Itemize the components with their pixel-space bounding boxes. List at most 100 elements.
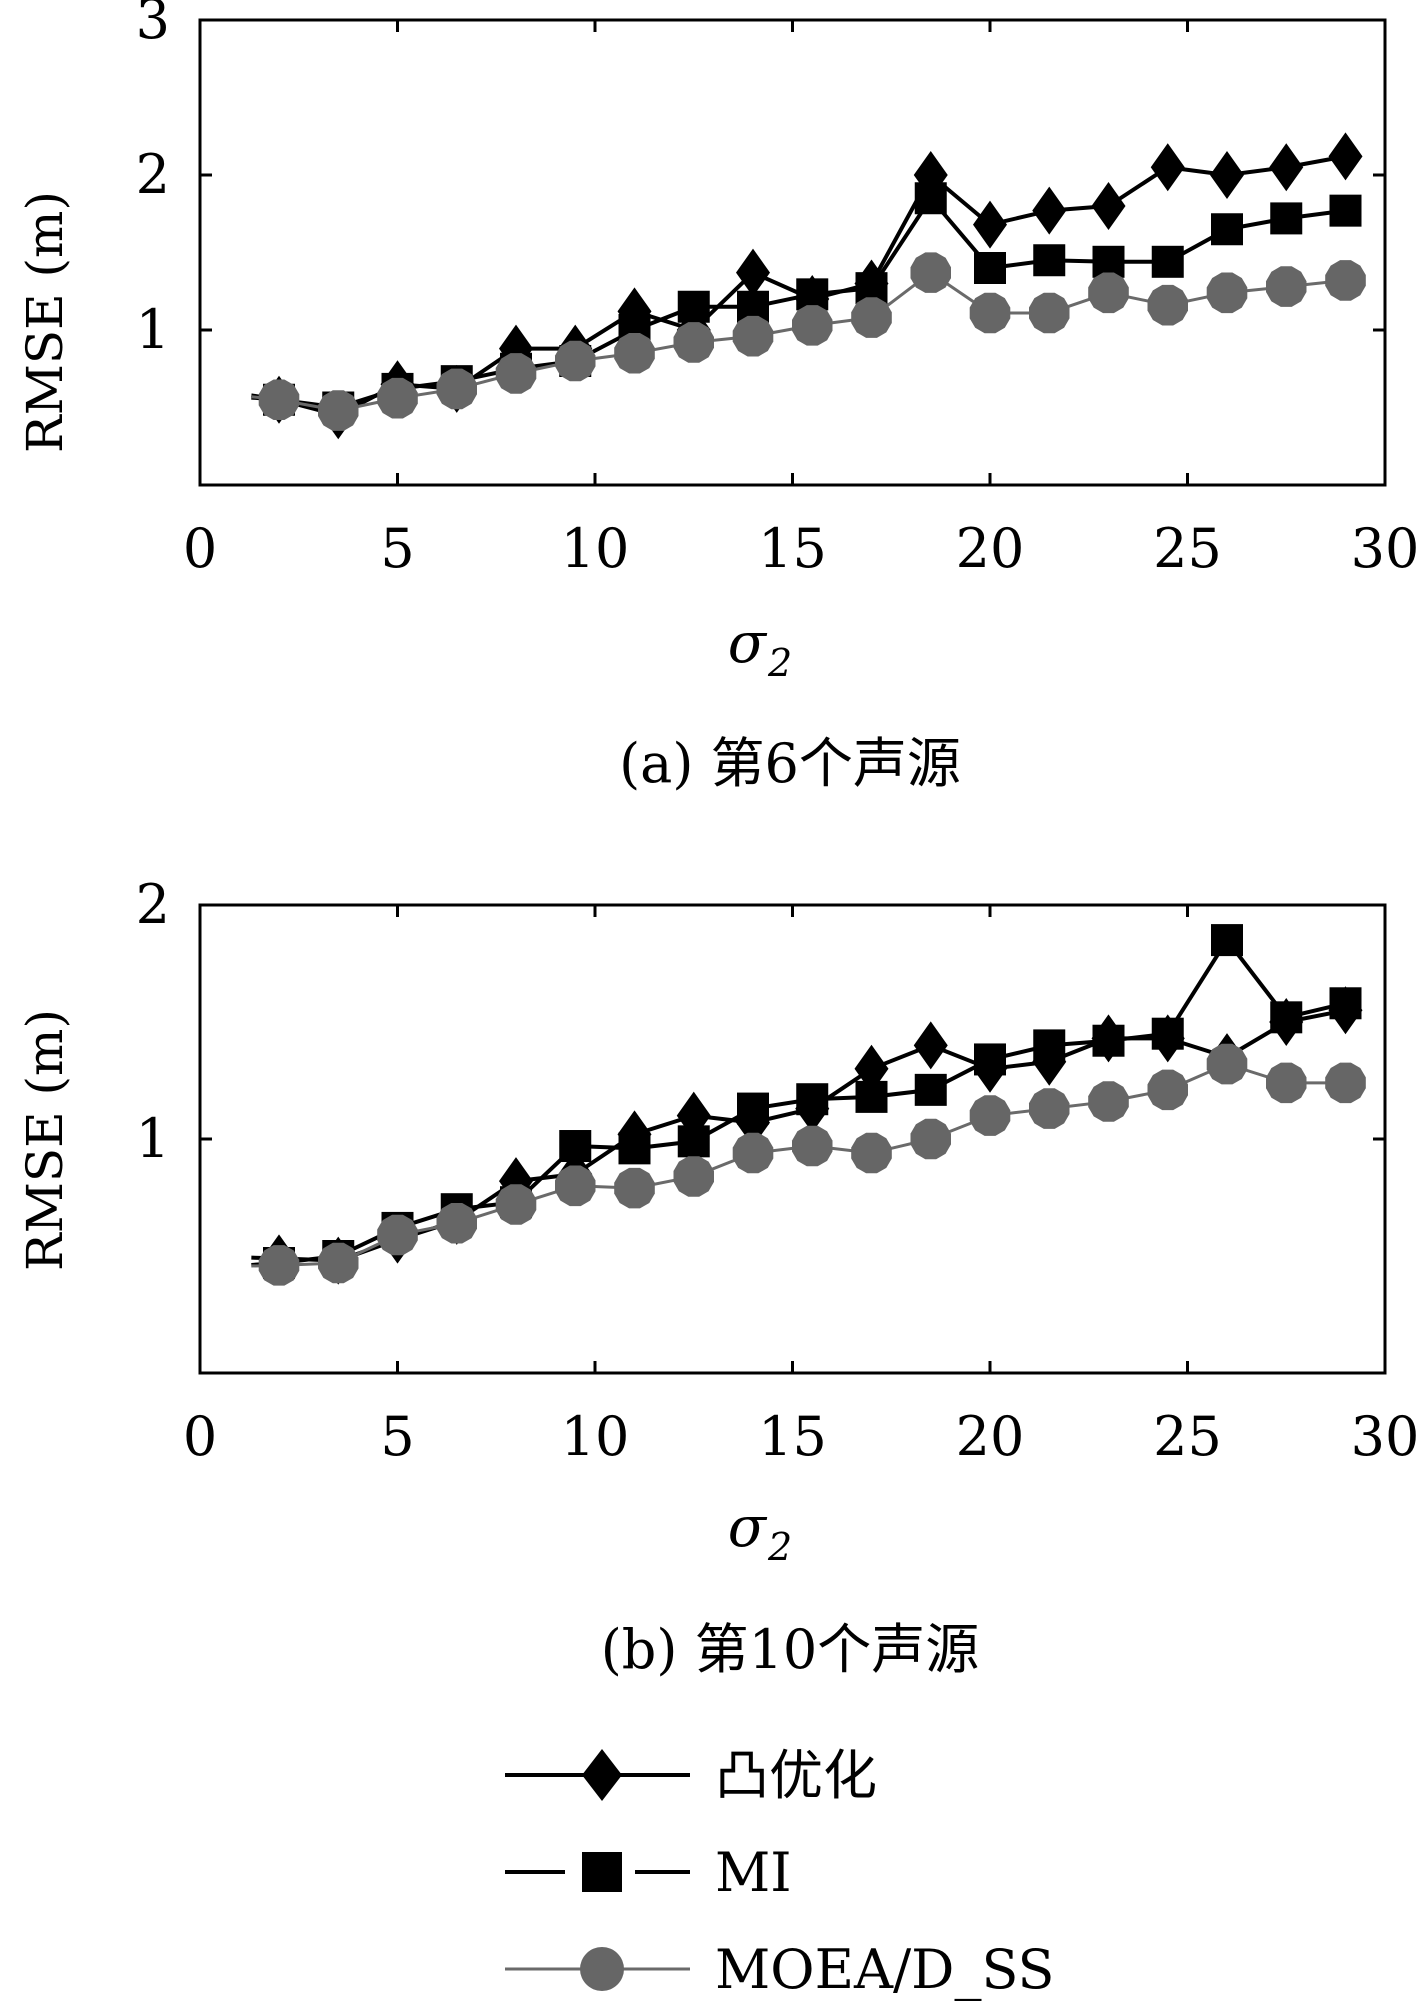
data-point-square bbox=[677, 1125, 710, 1158]
data-point-circle bbox=[969, 1095, 1011, 1136]
data-point-circle bbox=[732, 1132, 774, 1174]
plot-frame bbox=[198, 18, 1387, 487]
square-icon bbox=[582, 1852, 622, 1892]
legend-label: MI bbox=[715, 1841, 792, 1904]
data-point-diamond bbox=[1269, 143, 1304, 192]
x-tick-label: 10 bbox=[561, 517, 630, 580]
x-axis-label: σ2 bbox=[728, 611, 792, 685]
data-point-square bbox=[737, 1092, 769, 1125]
legend-item-convex: 凸优化 bbox=[505, 1744, 877, 1807]
data-point-diamond bbox=[1150, 143, 1185, 192]
data-point-circle bbox=[673, 1156, 714, 1197]
data-point-circle bbox=[851, 297, 892, 338]
data-point-circle bbox=[1206, 1043, 1248, 1085]
data-point-circle bbox=[377, 1214, 418, 1256]
data-point-square bbox=[974, 252, 1006, 284]
legend-label: 凸优化 bbox=[715, 1744, 877, 1807]
data-point-circle bbox=[851, 1132, 892, 1174]
data-point-circle bbox=[495, 1184, 537, 1225]
data-point-diamond bbox=[1091, 182, 1126, 230]
data-point-square bbox=[1092, 245, 1125, 278]
data-point-square bbox=[796, 278, 829, 311]
data-point-circle bbox=[318, 390, 359, 431]
data-point-circle bbox=[258, 1245, 300, 1286]
legend-label: MOEA/D_SS bbox=[715, 1938, 1055, 2001]
legend-item-moea: MOEA/D_SS bbox=[505, 1938, 1055, 2001]
data-point-square bbox=[855, 1080, 888, 1113]
data-point-square bbox=[1270, 1001, 1303, 1034]
x-tick-label: 15 bbox=[758, 517, 827, 580]
data-point-square bbox=[1092, 1024, 1125, 1057]
legend: 凸优化 MI MOEA/D_SS bbox=[505, 1744, 1055, 2001]
data-point-circle bbox=[910, 1118, 951, 1160]
legend-item-mi: MI bbox=[505, 1841, 792, 1904]
subplot-caption: (a) 第6个声源 bbox=[619, 732, 961, 795]
data-point-square bbox=[1151, 1017, 1184, 1050]
data-point-circle bbox=[377, 377, 418, 419]
data-point-diamond bbox=[973, 200, 1007, 249]
data-point-circle bbox=[258, 379, 300, 420]
data-point-square bbox=[677, 290, 710, 323]
data-point-diamond bbox=[1032, 186, 1067, 235]
y-tick-label: 2 bbox=[136, 873, 170, 936]
data-point-circle bbox=[792, 305, 833, 346]
data-point-square bbox=[1211, 924, 1243, 957]
x-tick-label: 10 bbox=[561, 1405, 630, 1468]
circle-icon bbox=[580, 1947, 624, 1991]
data-point-circle bbox=[1029, 1088, 1070, 1129]
chart-panel-a: RMSE (m) σ2 (a) 第6个声源 0 5 10 15 20 25 30 1 2 3 bbox=[16, 0, 1417, 795]
data-point-square bbox=[1329, 987, 1362, 1020]
data-point-circle bbox=[673, 322, 714, 363]
data-point-circle bbox=[732, 315, 774, 357]
data-point-square bbox=[796, 1083, 829, 1116]
data-point-square bbox=[914, 182, 947, 215]
data-point-circle bbox=[792, 1125, 833, 1167]
y-axis-label: RMSE (m) bbox=[16, 191, 74, 453]
data-point-circle bbox=[1029, 292, 1070, 334]
data-point-square bbox=[618, 1132, 651, 1165]
data-point-circle bbox=[318, 1242, 359, 1284]
data-point-square bbox=[1211, 213, 1243, 246]
data-point-circle bbox=[436, 368, 477, 410]
data-point-square bbox=[974, 1043, 1006, 1076]
y-tick-label: 3 bbox=[136, 0, 170, 51]
data-point-circle bbox=[1266, 1062, 1307, 1104]
data-point-circle bbox=[555, 340, 596, 382]
data-point-diamond bbox=[913, 1021, 948, 1070]
x-tick-label: 20 bbox=[956, 1405, 1025, 1468]
x-tick-label: 5 bbox=[380, 1405, 414, 1468]
data-point-circle bbox=[910, 252, 951, 293]
data-point-square bbox=[1033, 1029, 1066, 1062]
data-point-square bbox=[1033, 244, 1066, 277]
data-point-diamond bbox=[1328, 132, 1363, 181]
data-point-circle bbox=[1325, 260, 1366, 301]
data-point-square bbox=[1329, 194, 1362, 227]
data-point-circle bbox=[1088, 272, 1129, 314]
plot-frame bbox=[198, 903, 1387, 1375]
x-tick-label: 25 bbox=[1153, 517, 1222, 580]
x-tick-label: 15 bbox=[758, 1405, 827, 1468]
x-tick-label: 25 bbox=[1153, 1405, 1222, 1468]
x-tick-label: 30 bbox=[1351, 517, 1417, 580]
data-point-circle bbox=[555, 1165, 596, 1207]
data-point-square bbox=[559, 1130, 592, 1163]
x-tick-label: 0 bbox=[183, 1405, 217, 1468]
data-point-square bbox=[914, 1073, 947, 1106]
x-tick-label: 0 bbox=[183, 517, 217, 580]
data-point-square bbox=[1151, 245, 1184, 278]
chart-panel-b: RMSE (m) σ2 (b) 第10个声源 0 5 10 15 20 25 30 1 2 bbox=[16, 873, 1417, 1681]
data-point-circle bbox=[1325, 1062, 1366, 1104]
data-point-circle bbox=[614, 333, 655, 374]
x-tick-label: 20 bbox=[956, 517, 1025, 580]
data-point-circle bbox=[614, 1167, 655, 1209]
x-tick-label: 5 bbox=[380, 517, 414, 580]
data-point-diamond bbox=[854, 1044, 889, 1093]
y-axis-label: RMSE (m) bbox=[16, 1009, 74, 1271]
data-point-circle bbox=[969, 292, 1011, 334]
data-point-circle bbox=[1206, 272, 1248, 314]
y-tick-label: 1 bbox=[136, 1107, 170, 1170]
diamond-icon bbox=[582, 1749, 622, 1801]
data-point-circle bbox=[495, 353, 537, 394]
data-point-circle bbox=[1147, 284, 1188, 326]
